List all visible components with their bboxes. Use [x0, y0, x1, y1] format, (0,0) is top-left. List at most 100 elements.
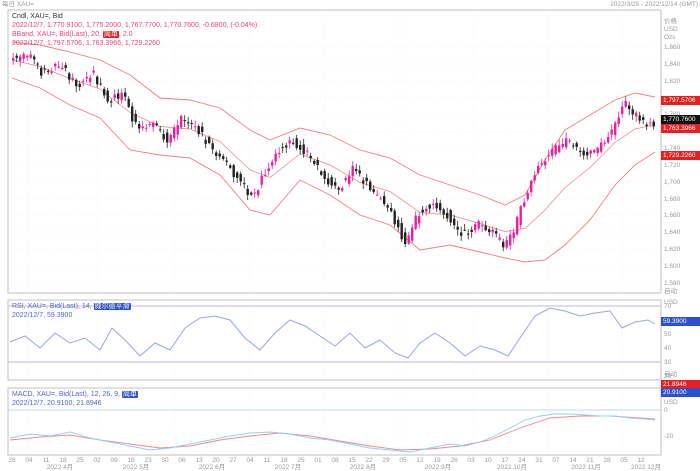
candle-body: [229, 165, 232, 168]
candle-body: [232, 165, 235, 178]
candle-body: [379, 198, 382, 200]
candle-body: [239, 173, 242, 182]
candle-body: [327, 178, 330, 185]
candle-body: [183, 120, 186, 122]
candle-body: [498, 237, 501, 240]
price-axis-header: USD: [664, 25, 678, 33]
candle-body: [253, 192, 256, 194]
candle-body: [509, 234, 512, 246]
candle-body: [64, 65, 67, 68]
candle-body: [642, 117, 645, 121]
time-axis-day-tick: 14: [569, 457, 577, 464]
candle-body: [341, 188, 344, 191]
candle-body: [390, 208, 393, 212]
rsi-axis-tick: 30: [664, 358, 672, 366]
candle-body: [211, 143, 214, 150]
candle-body: [316, 160, 319, 165]
rsi-axis-tick: 20: [664, 372, 672, 380]
candle-body: [579, 150, 582, 152]
macd-line: [9, 413, 656, 453]
candle-body: [152, 122, 155, 128]
candle-body: [309, 155, 312, 159]
time-axis-day-tick: 04: [246, 457, 254, 464]
candle-body: [603, 142, 606, 144]
price-axis-tick: 1,820: [664, 77, 681, 85]
candle-body: [453, 218, 456, 226]
candle-body: [43, 68, 46, 70]
rsi-smoothing-tag[interactable]: 威尔德平滑: [93, 303, 131, 310]
candle-body: [166, 132, 169, 143]
candle-body: [600, 142, 603, 152]
candle-body: [547, 155, 550, 157]
candle-body: [477, 221, 480, 229]
candle-body: [201, 126, 204, 132]
macd-axis-header: USD: [664, 398, 678, 406]
candle-body: [176, 125, 179, 135]
rsi-legend-value: 2022/12/7, 59.3900: [12, 312, 73, 319]
time-axis-day-tick: 15: [348, 457, 356, 464]
time-axis-day-tick: 23: [144, 457, 152, 464]
time-axis-month-label: 2022 11月: [571, 464, 601, 471]
candle-body: [589, 150, 592, 154]
candle-body: [117, 93, 120, 99]
candle-body: [299, 144, 302, 150]
candle-legend-title: Cndl, XAU=, Bid: [12, 13, 63, 20]
rsi-axis-header: USD: [664, 298, 678, 306]
candle-body: [568, 140, 571, 142]
time-axis-month-label: 2022 7月: [274, 464, 302, 471]
price-axis-tick: 1,840: [664, 60, 681, 68]
rsi-value-badge: 59.3900: [661, 316, 700, 326]
candle-body: [596, 147, 599, 153]
price-axis-tick: 1,780: [664, 111, 680, 118]
rsi-legend-prefix: RSI, XAU=, Bid(Last), 14,: [12, 303, 94, 310]
candle-body: [138, 124, 141, 129]
bollinger-middle-line: [11, 59, 656, 232]
candle-body: [376, 194, 379, 196]
candle-body: [358, 170, 361, 174]
candle-body: [320, 171, 323, 175]
rsi-axis-tick: 70: [664, 302, 672, 310]
candle-body: [75, 79, 78, 87]
candle-body: [561, 144, 564, 147]
candle-body: [264, 174, 267, 176]
macd-axis-tick: -20: [664, 432, 674, 440]
time-axis-day-tick: 28: [603, 457, 611, 464]
candle-body: [250, 192, 253, 195]
time-axis-day-tick: 18: [59, 457, 67, 464]
bband-method-tag[interactable]: 简单: [102, 31, 119, 38]
candle-body: [330, 177, 333, 186]
bband-legend-suffix: , 2.0: [118, 31, 133, 38]
time-axis-day-tick: 18: [280, 457, 288, 464]
instrument-interval-label: 每日 XAU=: [2, 1, 34, 8]
rsi-line: [9, 307, 656, 359]
candle-body: [222, 156, 225, 159]
candle-body: [544, 161, 547, 166]
price-axis-tick: 1,640: [664, 228, 681, 236]
last-price-badge: 1,770.7600: [661, 114, 700, 124]
candle-body: [204, 139, 207, 144]
candle-body: [348, 175, 351, 184]
candle-body: [162, 134, 165, 140]
macd-method-tag[interactable]: 简单: [121, 391, 138, 398]
candle-body: [393, 210, 396, 225]
macd-axis-tick: 0: [664, 406, 668, 414]
candle-body: [565, 138, 568, 148]
candle-body: [40, 67, 43, 76]
candle-body: [460, 232, 463, 236]
candle-body: [411, 227, 414, 241]
time-axis-day-tick: 06: [178, 457, 186, 464]
candle-body: [113, 94, 116, 98]
candle-body: [446, 212, 449, 219]
time-axis-day-tick: 12: [416, 457, 424, 464]
rsi-axis-tick: 50: [664, 330, 672, 338]
candle-body: [628, 105, 631, 110]
candle-body: [131, 106, 134, 122]
candle-body: [365, 177, 368, 182]
time-axis-month-label: 2022 5月: [122, 464, 150, 471]
candle-body: [267, 168, 270, 172]
candle-body: [148, 123, 151, 125]
candle-body: [29, 54, 32, 58]
candle-body: [533, 175, 536, 181]
